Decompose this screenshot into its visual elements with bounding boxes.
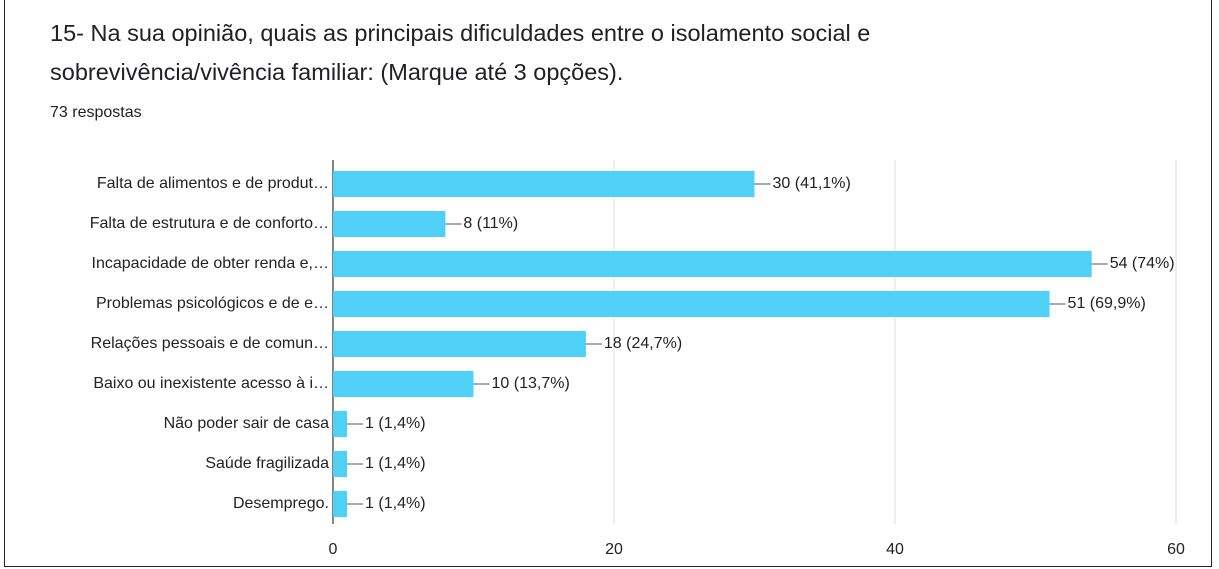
x-tick-label: 0 (329, 541, 338, 558)
value-label: 18 (24,7%) (604, 335, 682, 352)
bar (333, 171, 755, 197)
y-tick-label: Problemas psicológicos e de e… (96, 295, 329, 312)
bar (333, 331, 586, 357)
y-tick-label: Desemprego. (233, 495, 329, 512)
y-tick-label: Saúde fragilizada (205, 455, 329, 472)
value-label: 10 (13,7%) (492, 375, 570, 392)
y-tick-label: Incapacidade de obter renda e,… (92, 255, 330, 272)
bar (333, 371, 474, 397)
y-tick-label: Falta de alimentos e de produt… (97, 175, 329, 192)
bar (333, 451, 348, 477)
y-tick-label: Relações pessoais e de comun… (91, 335, 329, 352)
value-label: 54 (74%) (1110, 255, 1175, 272)
bar (333, 291, 1050, 317)
value-label: 30 (41,1%) (773, 175, 851, 192)
y-tick-label: Não poder sair de casa (164, 415, 330, 432)
value-label: 1 (1,4%) (365, 495, 425, 512)
y-tick-label: Baixo ou inexistente acesso à i… (93, 375, 329, 392)
value-label: 51 (69,9%) (1068, 295, 1146, 312)
value-label: 1 (1,4%) (365, 415, 425, 432)
bar (333, 251, 1092, 277)
bar (333, 411, 348, 437)
chart-subtitle: 73 respostas (50, 104, 142, 121)
x-tick-label: 20 (605, 541, 623, 558)
bar (333, 211, 446, 237)
frame (4, 0, 1212, 567)
chart-title: 15- Na sua opinião, quais as principais … (50, 20, 871, 85)
x-tick-label: 60 (1167, 541, 1185, 558)
bar (333, 491, 348, 517)
y-tick-label: Falta de estrutura e de conforto… (90, 215, 329, 232)
value-label: 1 (1,4%) (365, 455, 425, 472)
x-tick-label: 40 (886, 541, 904, 558)
value-label: 8 (11%) (463, 215, 518, 232)
